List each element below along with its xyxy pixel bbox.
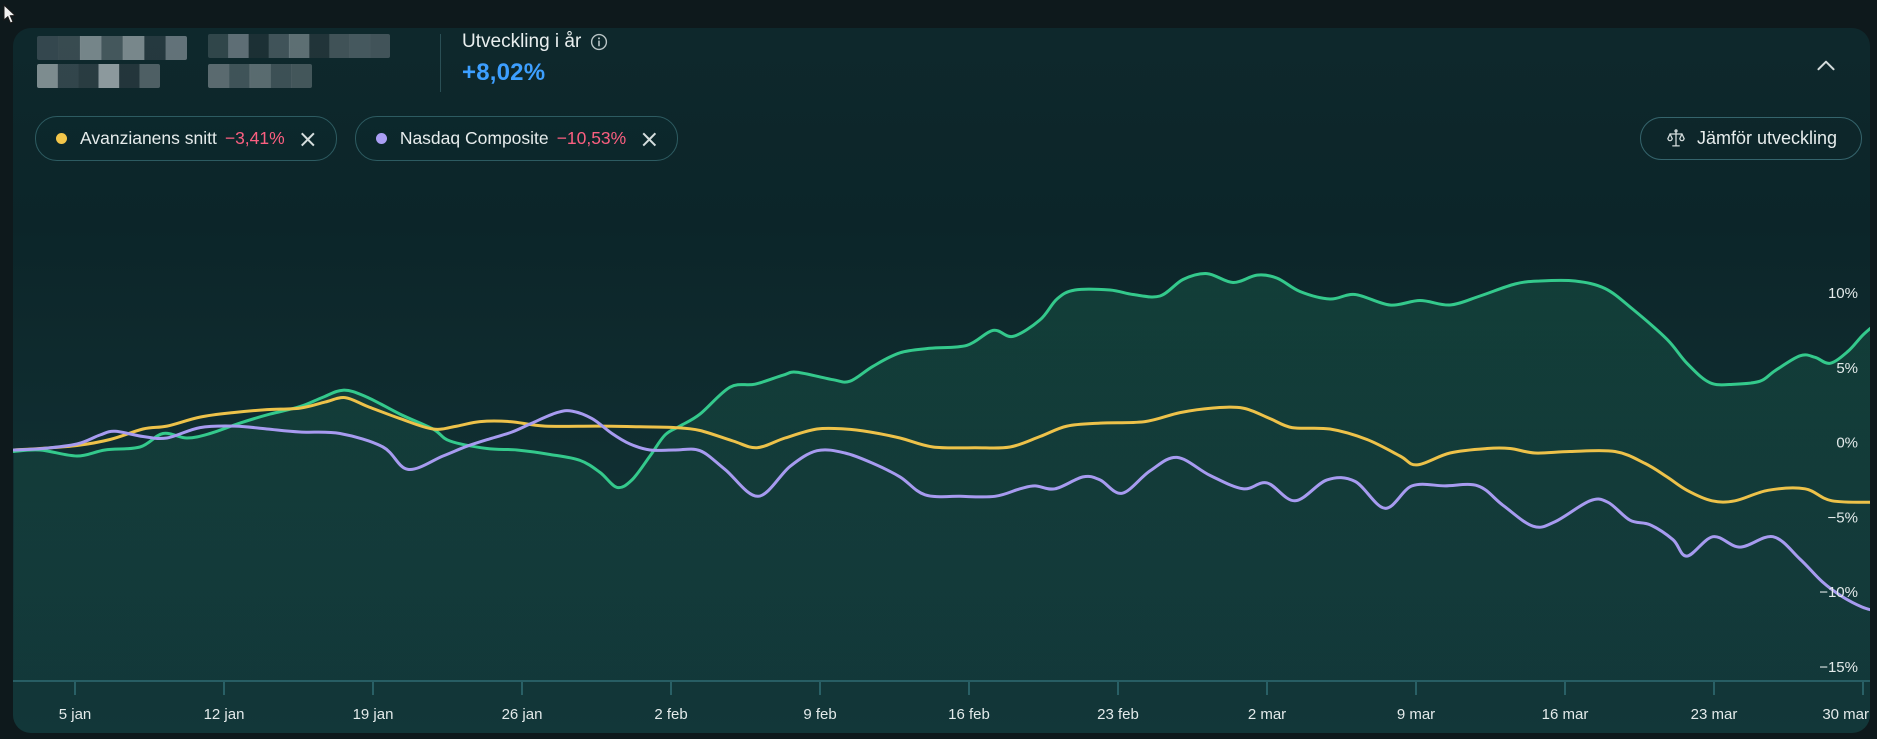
chevron-up-icon bbox=[1817, 60, 1835, 71]
remove-comparison-button[interactable]: × bbox=[297, 124, 318, 153]
y-tick-label: 0% bbox=[1836, 435, 1858, 452]
redacted-text-block bbox=[37, 36, 187, 60]
series-line-nasdaq-composite bbox=[13, 409, 1870, 613]
x-tick-label: 23 mar bbox=[1691, 706, 1738, 723]
chip-label: Avanzianens snitt bbox=[80, 128, 217, 148]
x-tick-label: 9 mar bbox=[1397, 706, 1435, 723]
page-title: Utveckling i år bbox=[462, 31, 582, 52]
mouse-cursor bbox=[3, 4, 17, 24]
y-tick-label: 5% bbox=[1836, 360, 1858, 377]
chip-change-value: −3,41% bbox=[224, 128, 285, 148]
header-divider bbox=[440, 34, 441, 92]
series-color-dot bbox=[375, 133, 387, 144]
x-tick-label: 5 jan bbox=[59, 706, 92, 723]
x-tick-label: 2 feb bbox=[654, 706, 687, 723]
comparison-chip-nasdaq-composite: Nasdaq Composite −10,53% × bbox=[354, 116, 679, 161]
redacted-text-block bbox=[208, 34, 390, 58]
x-tick-label: 19 jan bbox=[353, 706, 394, 723]
x-tick-label: 23 feb bbox=[1097, 706, 1139, 723]
collapse-panel-button[interactable] bbox=[1812, 52, 1840, 80]
x-tick-label: 9 feb bbox=[803, 706, 836, 723]
x-tick-label: 30 mar bbox=[1822, 706, 1869, 723]
chip-label: Nasdaq Composite bbox=[399, 128, 549, 148]
scales-icon bbox=[1667, 128, 1685, 147]
y-tick-label: 10% bbox=[1828, 285, 1858, 302]
series-line-avanzianens-snitt bbox=[13, 396, 1870, 504]
y-tick-label: −15% bbox=[1819, 659, 1858, 676]
x-tick-label: 12 jan bbox=[204, 706, 245, 723]
series-line-portfolio bbox=[13, 272, 1870, 490]
y-tick-label: −5% bbox=[1828, 509, 1858, 526]
redacted-text-block bbox=[208, 64, 312, 88]
series-area-fill bbox=[14, 273, 1870, 681]
series-color-dot bbox=[56, 133, 67, 144]
ytd-summary: Utveckling i år +8,02% bbox=[462, 29, 608, 87]
chip-change-value: −10,53% bbox=[556, 128, 627, 148]
compare-button-label: Jämför utveckling bbox=[1696, 128, 1837, 148]
y-tick-label: −10% bbox=[1819, 584, 1858, 601]
remove-comparison-button[interactable]: × bbox=[639, 124, 660, 153]
x-tick-label: 16 mar bbox=[1542, 706, 1589, 723]
comparison-chips-row: Avanzianens snitt −3,41% × Nasdaq Compos… bbox=[35, 116, 1862, 161]
x-tick-label: 26 jan bbox=[502, 706, 543, 723]
comparison-chip-avanzianens-snitt: Avanzianens snitt −3,41% × bbox=[35, 116, 337, 161]
ytd-value: +8,02% bbox=[462, 59, 546, 86]
x-tick-label: 16 feb bbox=[948, 706, 990, 723]
x-tick-label: 2 mar bbox=[1248, 706, 1286, 723]
info-icon[interactable] bbox=[590, 33, 608, 51]
compare-development-button[interactable]: Jämför utveckling bbox=[1639, 117, 1862, 160]
redacted-text-block bbox=[37, 64, 160, 88]
